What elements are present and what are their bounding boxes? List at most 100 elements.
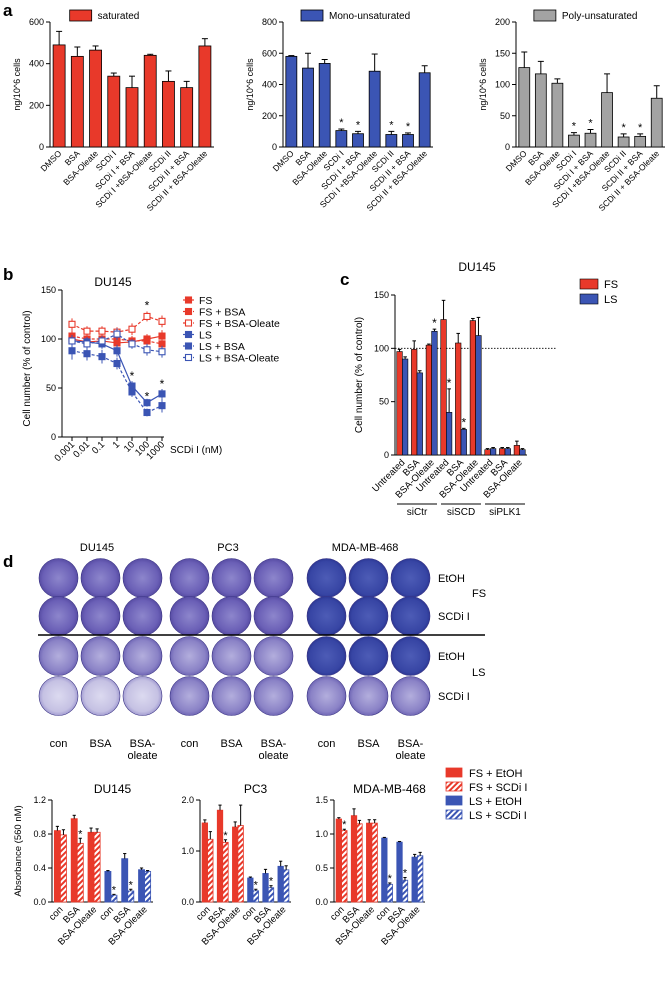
bar [180,87,194,148]
cell-line-label: DU145 [80,542,114,554]
bar [402,134,414,148]
y-tick-label: 0.0 [315,897,328,907]
culture-dish [211,676,252,716]
legend-swatch [579,278,599,290]
bar [138,869,145,903]
panel-label-c: c [340,270,349,289]
bar [401,879,409,903]
chart-absorbance-pc3: PC30.01.02.0conBSABSA-OleateconBSABSA-Ol… [181,782,291,948]
group-label: siCtr [407,507,428,518]
dish-column-label: BSA- [398,738,424,750]
dish-row-label: EtOH [438,573,465,585]
culture-dish [38,596,79,636]
bar [335,818,342,903]
bar [416,372,423,456]
bar [366,822,373,903]
bar [52,44,66,148]
chart-title: DU145 [94,782,132,796]
bar [431,330,438,456]
bar [584,132,597,148]
culture-dish [122,596,163,636]
culture-dish [211,558,252,598]
bar [107,75,121,148]
chart-absorbance-mda-mb-468: MDA-MB-4680.00.51.01.5conBSABSA-Oleateco… [315,782,426,948]
culture-dish [80,558,121,598]
bar [617,136,630,148]
bar [350,815,358,903]
significance-star: * [342,819,347,831]
bar [385,134,398,148]
y-tick-label: 150 [495,48,510,58]
dish-row-label: SCDi I [438,691,470,703]
bar [381,837,388,903]
bar [386,883,393,903]
significance-star: * [447,376,452,390]
significance-star: * [223,830,228,842]
bar [237,825,244,903]
culture-dish [80,596,121,636]
culture-dish [348,558,389,598]
bar [446,412,453,456]
y-tick-label: 0.8 [33,829,46,839]
bar [207,838,214,903]
y-tick-label: 50 [379,397,389,407]
y-tick-label: 400 [29,59,44,69]
significance-star: * [356,119,361,131]
significance-star: * [254,879,259,891]
culture-dish [390,676,431,716]
data-point [83,340,91,348]
y-tick-label: 0.0 [181,897,194,907]
y-axis-label: Cell number (% of control) [354,317,365,433]
data-point [158,348,166,356]
y-tick-label: 1.0 [181,846,194,856]
dish-column-label: BSA [357,738,380,750]
bar [277,865,284,903]
bar [121,858,129,903]
culture-dish [122,676,163,716]
bar [551,82,564,148]
data-point [158,390,166,398]
significance-star: * [269,876,274,888]
bar [70,818,78,903]
bar [144,871,152,903]
legend-label: Poly-unsaturated [562,11,638,22]
significance-star: * [406,121,411,133]
bar [396,351,403,456]
y-tick-label: 600 [29,17,44,27]
y-tick-label: 150 [374,290,389,300]
data-point [143,346,151,354]
significance-star: * [145,299,150,313]
significance-star: * [461,415,466,429]
data-point [113,330,121,338]
bar [499,448,506,456]
culture-dish [253,596,294,636]
legend-swatch [300,9,324,22]
bar [318,63,331,148]
data-point [158,402,166,410]
bar [70,55,84,148]
dish-row-label: EtOH [438,651,465,663]
bar [455,342,462,456]
culture-dish [348,676,389,716]
data-point [143,399,151,407]
x-tick-label: 0.01 [71,439,92,460]
legend-swatch [69,9,93,22]
legend-label: LS [199,330,212,342]
legend-label: FS + EtOH [469,768,523,780]
culture-dish [38,558,79,598]
y-tick-label: 800 [262,17,277,27]
bar [262,873,269,903]
legend-label: LS + BSA-Oleate [199,353,279,365]
culture-dish [38,676,79,716]
bar [634,135,647,148]
y-tick-label: 0.4 [33,863,46,873]
y-tick-label: 600 [262,48,277,58]
bar [417,855,424,903]
y-tick-label: 0 [39,142,44,152]
legend-label: FS + BSA-Oleate [199,318,280,330]
bar [283,869,290,903]
x-axis-label: SCDi I (nM) [170,445,222,456]
bar [89,49,102,148]
